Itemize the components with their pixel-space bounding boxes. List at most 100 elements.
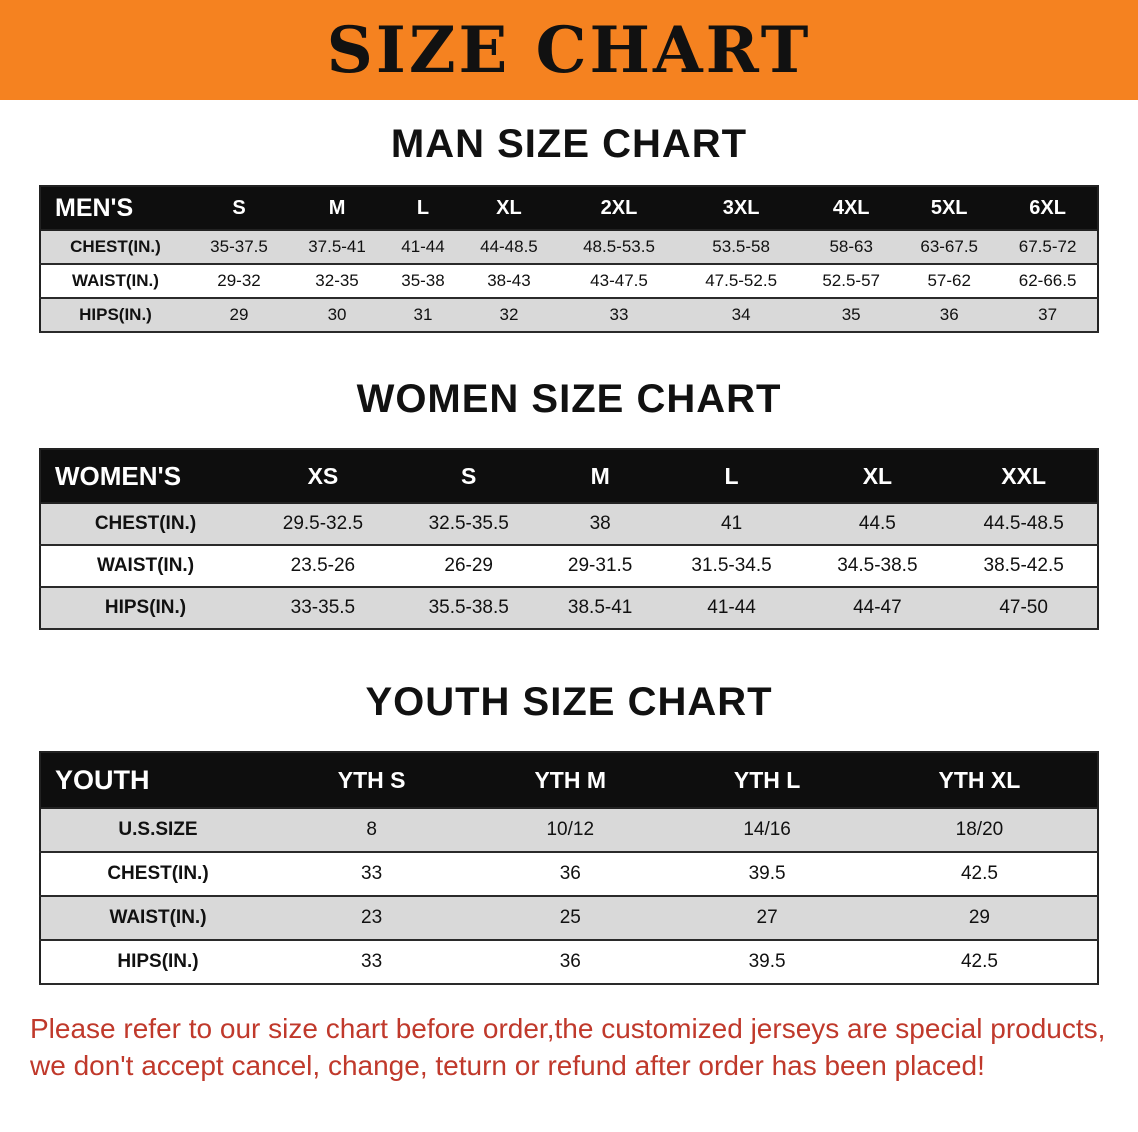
table-header-row: MEN'S S M L XL 2XL 3XL 4XL 5XL 6XL <box>40 186 1098 231</box>
size-column-header: 6XL <box>998 186 1098 231</box>
measurement-label: CHEST(IN.) <box>40 503 250 546</box>
size-column-header: XS <box>250 449 396 504</box>
table-row: CHEST(IN.) 29.5-32.5 32.5-35.5 38 41 44.5 44.5… <box>40 503 1098 546</box>
size-value: 29 <box>190 298 289 333</box>
size-value: 37.5-41 <box>288 230 387 265</box>
men-size-table: MEN'S S M L XL 2XL 3XL 4XL 5XL 6XL CHEST(IN.) 35-3… <box>39 185 1099 333</box>
table-row: WAIST(IN.) 29-32 32-35 35-38 38-43 43-47.5 47.… <box>40 264 1098 299</box>
size-value: 37 <box>998 298 1098 333</box>
size-column-header: L <box>386 186 460 231</box>
size-value: 35-38 <box>386 264 460 299</box>
size-value: 38 <box>541 503 659 546</box>
table-row: HIPS(IN.) 29 30 31 32 33 34 35 36 37 <box>40 298 1098 333</box>
size-value: 18/20 <box>861 808 1098 853</box>
size-value: 67.5-72 <box>998 230 1098 265</box>
size-column-header: YTH XL <box>861 752 1098 809</box>
size-value: 33 <box>557 298 681 333</box>
size-value: 26-29 <box>395 545 542 588</box>
size-value: 29-31.5 <box>541 545 659 588</box>
measurement-label: HIPS(IN.) <box>40 940 275 985</box>
size-chart-banner: SIZE CHART <box>0 0 1138 100</box>
measurement-label: HIPS(IN.) <box>40 298 190 333</box>
size-value: 52.5-57 <box>802 264 901 299</box>
size-value: 14/16 <box>672 808 862 853</box>
size-value: 35 <box>802 298 901 333</box>
table-row: HIPS(IN.) 33-35.5 35.5-38.5 38.5-41 41-44 44-… <box>40 587 1098 630</box>
banner-title: SIZE CHART <box>326 12 812 88</box>
size-value: 23 <box>275 896 469 941</box>
size-value: 25 <box>468 896 673 941</box>
women-section-title: WOMEN SIZE CHART <box>356 377 782 421</box>
size-value: 42.5 <box>861 852 1098 897</box>
size-value: 30 <box>288 298 387 333</box>
size-column-header: YTH M <box>468 752 673 809</box>
size-value: 23.5-26 <box>250 545 396 588</box>
size-column-header: XXL <box>950 449 1098 504</box>
size-value: 27 <box>672 896 862 941</box>
disclaimer-line-2: we don't accept cancel, change, teturn o… <box>30 1049 985 1081</box>
size-value: 34 <box>680 298 803 333</box>
size-column-header: M <box>288 186 387 231</box>
size-value: 44-48.5 <box>459 230 558 265</box>
size-column-header: S <box>395 449 542 504</box>
size-column-header: 5XL <box>900 186 999 231</box>
table-corner-label: WOMEN'S <box>40 449 250 504</box>
table-corner-label: YOUTH <box>40 752 275 809</box>
table-row: WAIST(IN.) 23.5-26 26-29 29-31.5 31.5-34.5 34… <box>40 545 1098 588</box>
youth-section-title: YOUTH SIZE CHART <box>365 680 773 724</box>
size-value: 57-62 <box>900 264 999 299</box>
size-value: 41-44 <box>658 587 805 630</box>
size-value: 38-43 <box>459 264 558 299</box>
size-column-header: XL <box>804 449 951 504</box>
size-value: 32.5-35.5 <box>395 503 542 546</box>
size-value: 39.5 <box>672 852 862 897</box>
table-row: CHEST(IN.) 35-37.5 37.5-41 41-44 44-48.5 48.5… <box>40 230 1098 265</box>
size-column-header: L <box>658 449 805 504</box>
size-value: 36 <box>468 940 673 985</box>
size-value: 42.5 <box>861 940 1098 985</box>
size-value: 62-66.5 <box>998 264 1098 299</box>
table-row: CHEST(IN.) 33 36 39.5 42.5 <box>40 852 1098 897</box>
measurement-label: WAIST(IN.) <box>40 264 190 299</box>
size-value: 29.5-32.5 <box>250 503 396 546</box>
size-value: 32-35 <box>288 264 387 299</box>
size-value: 47.5-52.5 <box>680 264 803 299</box>
size-column-header: M <box>541 449 659 504</box>
size-column-header: YTH L <box>672 752 862 809</box>
table-header-row: YOUTH YTH S YTH M YTH L YTH XL <box>40 752 1098 809</box>
size-value: 35.5-38.5 <box>395 587 542 630</box>
size-value: 33 <box>275 940 469 985</box>
size-value: 38.5-42.5 <box>950 545 1098 588</box>
size-value: 58-63 <box>802 230 901 265</box>
size-column-header: 2XL <box>557 186 681 231</box>
measurement-label: CHEST(IN.) <box>40 852 275 897</box>
man-section-title: MAN SIZE CHART <box>390 122 748 166</box>
size-value: 31 <box>386 298 460 333</box>
size-value: 38.5-41 <box>541 587 659 630</box>
size-value: 36 <box>468 852 673 897</box>
measurement-label: WAIST(IN.) <box>40 896 275 941</box>
size-value: 41-44 <box>386 230 460 265</box>
size-value: 31.5-34.5 <box>658 545 805 588</box>
table-header-row: WOMEN'S XS S M L XL XXL <box>40 449 1098 504</box>
size-column-header: YTH S <box>275 752 469 809</box>
size-value: 44.5-48.5 <box>950 503 1098 546</box>
size-value: 43-47.5 <box>557 264 681 299</box>
size-value: 32 <box>459 298 558 333</box>
size-value: 48.5-53.5 <box>557 230 681 265</box>
size-value: 39.5 <box>672 940 862 985</box>
size-column-header: XL <box>459 186 558 231</box>
measurement-label: CHEST(IN.) <box>40 230 190 265</box>
size-value: 44-47 <box>804 587 951 630</box>
table-corner-label: MEN'S <box>40 186 190 231</box>
table-row: WAIST(IN.) 23 25 27 29 <box>40 896 1098 941</box>
size-value: 44.5 <box>804 503 951 546</box>
disclaimer-line-1: Please refer to our size chart before or… <box>30 1013 1106 1044</box>
size-value: 29 <box>861 896 1098 941</box>
size-value: 53.5-58 <box>680 230 803 265</box>
size-value: 33-35.5 <box>250 587 396 630</box>
women-size-table: WOMEN'S XS S M L XL XXL CHEST(IN.) 29.5-32.5 32.… <box>39 448 1099 630</box>
size-value: 47-50 <box>950 587 1098 630</box>
size-value: 33 <box>275 852 469 897</box>
size-value: 41 <box>658 503 805 546</box>
